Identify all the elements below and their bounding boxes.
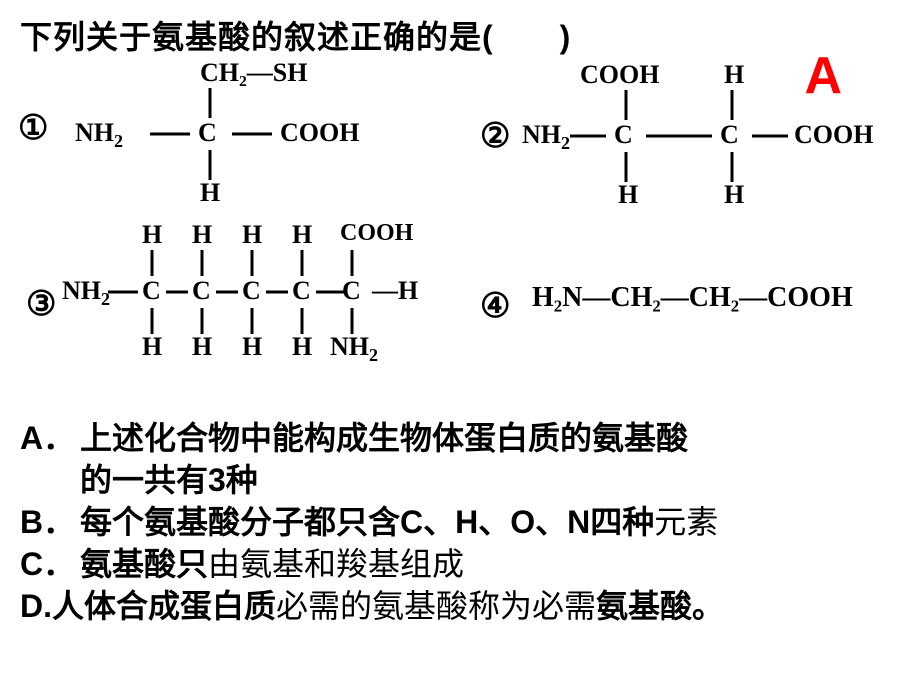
option-D-text: 人体合成蛋白质必需的氨基酸称为必需氨基酸。 <box>52 586 910 626</box>
options-block: A． 上述化合物中能构成生物体蛋白质的氨基酸 的一共有3种 B． 每个氨基酸分子… <box>20 418 910 628</box>
option-B-letter: B． <box>20 502 80 542</box>
option-C-letter: C． <box>20 544 80 584</box>
option-A: A． 上述化合物中能构成生物体蛋白质的氨基酸 <box>20 418 910 458</box>
s3-c1: C <box>142 276 161 306</box>
structure-label-3: ③ <box>26 284 56 324</box>
s2-h-top: H <box>724 60 744 90</box>
option-A-letter: A． <box>20 418 80 458</box>
s1-cooh: COOH <box>280 118 359 148</box>
structure-label-4: ④ <box>480 286 510 326</box>
s3-cooh: COOH <box>340 220 413 247</box>
s3-c2: C <box>192 276 211 306</box>
s2-c1: C <box>614 120 633 150</box>
s1-c: C <box>198 118 217 148</box>
structure-label-1: ① <box>18 108 48 148</box>
s3-h4: H <box>292 220 312 250</box>
s3-hb3: H <box>242 332 262 362</box>
option-D-letter: D. <box>20 586 52 626</box>
option-A-cont: 的一共有3种 <box>20 460 910 500</box>
s3-hb4: H <box>292 332 312 362</box>
question-text: 下列关于氨基酸的叙述正确的是( ) <box>20 12 571 58</box>
s1-h: H <box>200 178 220 208</box>
s3-h3: H <box>242 220 262 250</box>
option-C: C． 氨基酸只由氨基和羧基组成 <box>20 544 910 584</box>
option-B-text: 每个氨基酸分子都只含C、H、O、N四种元素 <box>80 502 910 542</box>
option-A-text2: 的一共有3种 <box>80 460 258 500</box>
s2-cooh-top: COOH <box>580 60 659 90</box>
s3-hr: —H <box>372 276 418 306</box>
s2-c2: C <box>720 120 739 150</box>
s2-h-b1: H <box>618 180 638 210</box>
s3-c4: C <box>292 276 311 306</box>
s3-nh2b: NH2 <box>330 332 378 366</box>
s2-cooh-r: COOH <box>794 120 873 150</box>
s3-c5: C <box>342 276 361 306</box>
structure-label-2: ② <box>480 116 510 156</box>
s3-h1: H <box>142 220 162 250</box>
s3-hb2: H <box>192 332 212 362</box>
s3-hb1: H <box>142 332 162 362</box>
option-C-text: 氨基酸只由氨基和羧基组成 <box>80 544 910 584</box>
s2-h-b2: H <box>724 180 744 210</box>
s3-c3: C <box>242 276 261 306</box>
s3-h2: H <box>192 220 212 250</box>
option-B: B． 每个氨基酸分子都只含C、H、O、N四种元素 <box>20 502 910 542</box>
s3-nh2: NH2 <box>62 276 110 310</box>
option-A-text1: 上述化合物中能构成生物体蛋白质的氨基酸 <box>80 418 910 458</box>
s1-nh2: NH2 <box>75 118 123 152</box>
s1-ch2sh: CH₂—SH <box>200 58 307 88</box>
structure-4-formula: H₂N—CH₂—CH₂—COOH <box>532 282 853 314</box>
s2-nh2: NH2 <box>522 120 570 154</box>
option-D: D. 人体合成蛋白质必需的氨基酸称为必需氨基酸。 <box>20 586 910 626</box>
